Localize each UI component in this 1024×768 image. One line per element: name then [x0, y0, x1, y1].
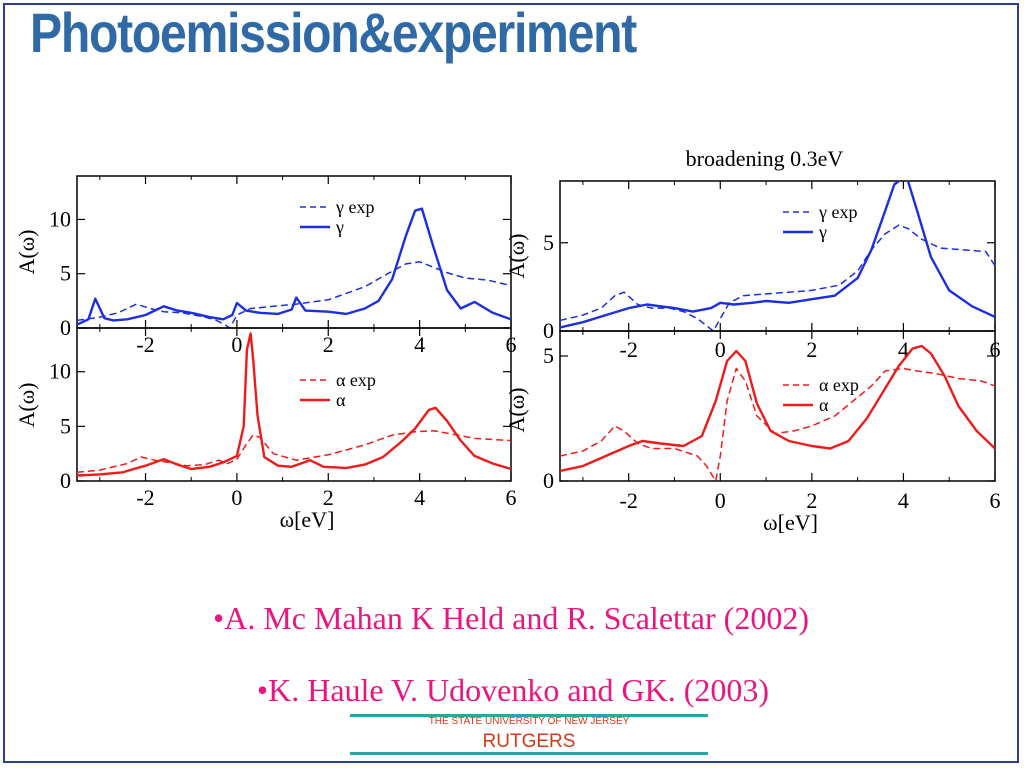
x-tick-label: 4: [414, 332, 425, 357]
y-axis-label: A(ω): [504, 387, 529, 432]
legend-label: α exp: [819, 375, 859, 395]
series-curves: [77, 332, 511, 477]
reference-mcmahan: •A. Mc Mahan K Held and R. Scalettar (20…: [213, 600, 809, 636]
series-line-theory: [77, 207, 511, 326]
y-axis-label: A(ω): [14, 229, 39, 274]
series-line-experiment: [77, 429, 511, 474]
series-line-experiment: [560, 367, 995, 481]
legend-label: γ exp: [335, 197, 374, 217]
legend-label: γ: [335, 217, 344, 237]
series-curves: [77, 207, 511, 328]
y-tick-label: 5: [60, 413, 71, 438]
logo-tagline: THE STATE UNIVERSITY OF NEW JERSEY: [428, 716, 630, 727]
plot-frame: [76, 327, 512, 482]
x-tick-label: 0: [231, 485, 242, 510]
x-tick-label: 4: [898, 337, 909, 362]
legend-label: γ exp: [818, 202, 857, 222]
legend-label: α: [336, 390, 346, 410]
legend-label: γ: [818, 222, 827, 242]
series-line-theory: [77, 332, 511, 477]
y-tick-label: 0: [543, 318, 554, 343]
x-tick-label: 6: [990, 488, 1001, 513]
x-tick-label: 2: [806, 337, 817, 362]
y-tick-label: 5: [60, 261, 71, 286]
y-tick-label: 0: [543, 468, 554, 493]
logo-rule-bottom: [350, 752, 708, 755]
x-tick-label: 0: [715, 488, 726, 513]
logo-name: RUTGERS: [482, 731, 576, 752]
y-tick-label: 5: [543, 343, 554, 368]
slide-title: Photoemission&experiment: [30, 1, 637, 64]
x-tick-label: -2: [620, 337, 638, 362]
x-tick-label: 0: [715, 337, 726, 362]
x-axis-label: ω[eV]: [280, 507, 335, 532]
x-tick-label: 4: [898, 488, 909, 513]
series-curves: [560, 344, 995, 481]
series-line-theory: [560, 344, 995, 473]
y-tick-label: 10: [49, 206, 71, 231]
x-tick-label: 2: [323, 332, 334, 357]
series-line-experiment: [560, 224, 995, 331]
legend-label: α exp: [336, 370, 376, 390]
x-tick-label: 6: [506, 485, 517, 510]
plot-frame: [559, 330, 996, 482]
x-tick-label: -2: [136, 485, 154, 510]
series-line-theory: [560, 181, 995, 329]
y-tick-label: 5: [543, 230, 554, 255]
chart-title: broadening 0.3eV: [686, 146, 844, 171]
x-tick-label: 2: [806, 488, 817, 513]
rutgers-logo: THE STATE UNIVERSITY OF NEW JERSEY RUTGE…: [350, 712, 708, 758]
x-tick-label: 0: [231, 332, 242, 357]
legend-label: α: [819, 395, 829, 415]
x-axis-label: ω[eV]: [763, 510, 818, 535]
x-tick-label: 2: [323, 485, 334, 510]
reference-haule: •K. Haule V. Udovenko and GK. (2003): [256, 672, 770, 708]
y-axis-label: A(ω): [504, 233, 529, 278]
logo-rule-top: [350, 714, 708, 717]
x-tick-label: 4: [414, 485, 425, 510]
series-line-experiment: [77, 261, 511, 328]
slide-frame: [3, 3, 1019, 763]
y-tick-label: 0: [60, 468, 71, 493]
x-tick-label: -2: [620, 488, 638, 513]
series-curves: [560, 181, 995, 331]
y-axis-label: A(ω): [14, 382, 39, 427]
y-tick-label: 0: [60, 315, 71, 340]
y-tick-label: 10: [49, 359, 71, 384]
x-tick-label: -2: [136, 332, 154, 357]
